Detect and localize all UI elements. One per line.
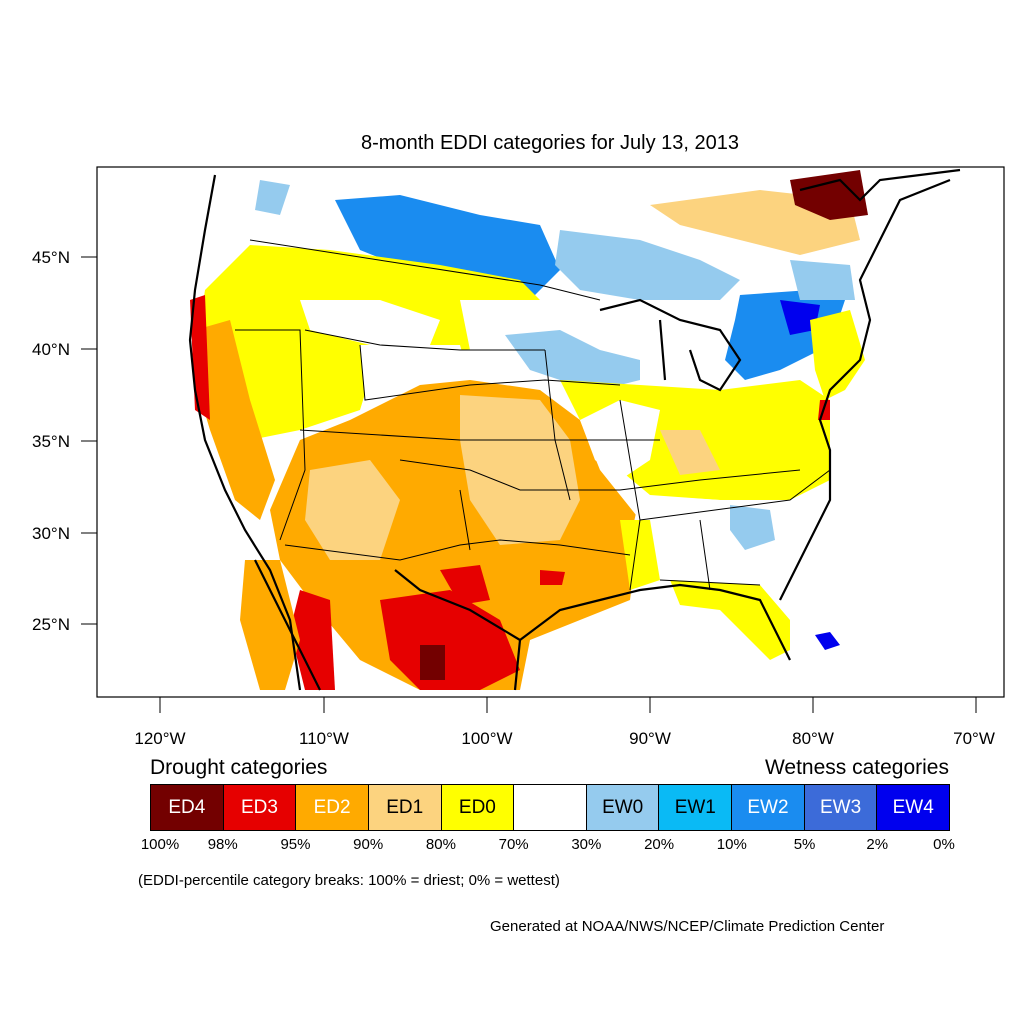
legend-box-ed0: ED0 bbox=[441, 785, 515, 830]
break-label: 30% bbox=[571, 836, 602, 853]
lon-label-110: 110°W bbox=[299, 729, 349, 748]
legend-box-ed1: ED1 bbox=[368, 785, 442, 830]
map-field bbox=[188, 168, 961, 691]
break-label: 10% bbox=[716, 836, 747, 853]
lat-ticks bbox=[81, 256, 97, 625]
extreme-drought-northeast bbox=[790, 170, 868, 220]
break-label: 70% bbox=[498, 836, 529, 853]
break-label: 5% bbox=[793, 836, 816, 853]
legend-box-ew1: EW1 bbox=[659, 785, 733, 830]
lon-label-100: 100°W bbox=[461, 729, 512, 748]
break-label: 0% bbox=[933, 836, 955, 853]
legend-box-ed4: ED4 bbox=[151, 785, 224, 830]
legend-box-ew2: EW2 bbox=[732, 785, 805, 830]
lon-label-80: 80°W bbox=[792, 729, 834, 748]
coastlines bbox=[188, 168, 961, 691]
legend-box-ed2: ED2 bbox=[296, 785, 369, 830]
lon-label-120: 120°W bbox=[134, 729, 185, 748]
lon-label-70: 70°W bbox=[953, 729, 995, 748]
lat-label-30: 30°N bbox=[32, 524, 70, 543]
moderate-drought-central bbox=[460, 395, 580, 545]
legend-box-ew3: EW3 bbox=[804, 785, 878, 830]
category-legend: ED4 ED3 ED2 ED1 ED0 EW0 EW1 EW2 EW3 EW4 bbox=[150, 784, 950, 831]
break-label: 90% bbox=[353, 836, 384, 853]
state-boundaries bbox=[235, 239, 831, 591]
map-title: 8-month EDDI categories for July 13, 201… bbox=[361, 132, 739, 154]
legend-box-ew4: EW4 bbox=[877, 785, 950, 830]
wet-region-plains bbox=[505, 330, 640, 390]
breaks-note: (EDDI-percentile category breaks: 100% =… bbox=[138, 872, 560, 889]
wetness-heading: Wetness categories bbox=[764, 756, 949, 779]
break-label: 80% bbox=[425, 836, 456, 853]
credit-line: Generated at NOAA/NWS/NCEP/Climate Predi… bbox=[490, 918, 885, 935]
break-label: 2% bbox=[866, 836, 889, 853]
legend-box-ew0: EW0 bbox=[586, 785, 660, 830]
break-label: 100% bbox=[140, 836, 180, 853]
legend-box-ed3: ED3 bbox=[223, 785, 297, 830]
lon-ticks bbox=[159, 697, 977, 713]
severe-drought-mexico bbox=[380, 590, 520, 690]
lat-label-25: 25°N bbox=[32, 615, 70, 634]
map-frame bbox=[96, 166, 1005, 698]
drought-heading: Drought categories bbox=[150, 756, 328, 779]
legend-box-normal bbox=[514, 785, 587, 830]
break-label: 20% bbox=[644, 836, 675, 853]
break-label: 95% bbox=[280, 836, 311, 853]
lon-label-90: 90°W bbox=[629, 729, 671, 748]
lat-label-45: 45°N bbox=[32, 248, 70, 267]
lat-label-35: 35°N bbox=[32, 432, 70, 451]
break-label: 98% bbox=[207, 836, 238, 853]
lat-label-40: 40°N bbox=[32, 340, 70, 359]
category-breaks: 100% 98% 95% 90% 80% 70% 30% 20% 10% 5% 2% 0% bbox=[0, 836, 1024, 856]
